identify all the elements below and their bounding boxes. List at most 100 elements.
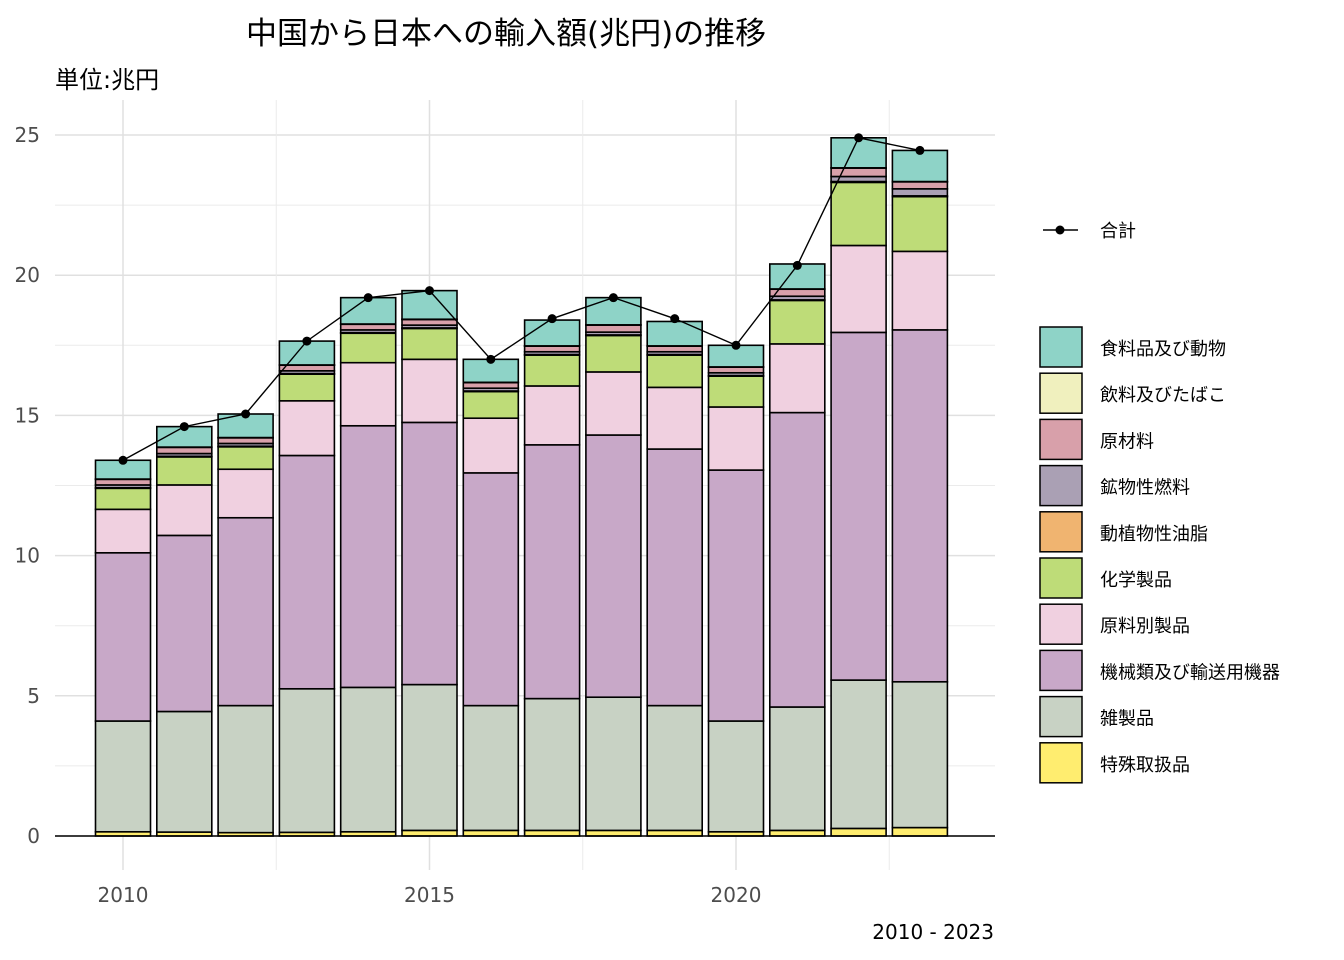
bar-segment <box>401 358 458 424</box>
x-tick-label: 2015 <box>404 883 455 907</box>
bar-segment <box>585 434 642 699</box>
bar-segment <box>278 400 336 457</box>
legend-label: 食料品及び動物 <box>1100 339 1226 360</box>
bar-segment <box>585 371 642 436</box>
total-point <box>792 260 802 270</box>
bar-segment <box>646 704 704 832</box>
y-tick-label: 5 <box>27 684 40 708</box>
bar-segment <box>523 345 581 353</box>
bar-segment <box>339 361 397 427</box>
bar-segment <box>768 411 826 708</box>
legend-swatch <box>1039 418 1083 461</box>
bar-segment <box>830 679 887 830</box>
total-point <box>302 336 312 346</box>
x-tick-label: 2010 <box>98 883 149 907</box>
total-point <box>425 286 434 296</box>
bar-segment <box>646 354 704 389</box>
legend-swatch <box>1039 372 1083 414</box>
bar-segment <box>94 478 152 486</box>
total-point <box>731 340 741 350</box>
y-tick-label: 15 <box>15 403 40 427</box>
bar-segment <box>217 468 274 519</box>
total-point <box>486 354 496 364</box>
chart-caption: 2010 - 2023 <box>872 920 994 944</box>
bar-segment <box>278 454 336 690</box>
total-point <box>915 145 925 155</box>
total-point <box>363 293 373 303</box>
total-line <box>122 137 921 461</box>
y-tick-label: 0 <box>27 824 40 848</box>
bar-segment <box>707 469 765 722</box>
legend-swatch <box>1039 464 1083 507</box>
legend-label: 特殊取扱品 <box>1100 755 1190 776</box>
bar-segment <box>585 829 642 837</box>
bar-segment <box>94 551 152 722</box>
bar-segment <box>830 167 887 178</box>
total-point <box>608 293 618 303</box>
bar-segment <box>891 149 949 183</box>
bar-segment <box>891 181 949 190</box>
bar-segment <box>339 686 397 833</box>
bar-segment <box>646 320 704 347</box>
bar-segment <box>891 329 949 683</box>
bar-segment <box>401 289 458 321</box>
bar-segment <box>94 720 152 833</box>
bar-segment <box>401 327 458 361</box>
bar-segment <box>523 385 581 446</box>
legend-swatch <box>1039 511 1083 553</box>
bar-segment <box>462 704 520 832</box>
bar-segment <box>768 706 826 832</box>
legend-label: 原材料 <box>1100 431 1154 452</box>
bar-segment <box>585 696 642 832</box>
bar-segment <box>94 508 152 554</box>
bar-segment <box>830 827 887 837</box>
legend-swatch <box>1039 695 1083 738</box>
bar-segment <box>646 448 704 707</box>
bar-segment <box>156 446 213 455</box>
bar-segment <box>646 829 704 837</box>
bar-segment <box>156 710 213 833</box>
y-tick-label: 25 <box>15 123 40 147</box>
bar-segment <box>217 704 274 834</box>
legend-total-label: 合計 <box>1100 221 1136 242</box>
legend-label: 飲料及びたばこ <box>1100 385 1226 406</box>
bar-segment <box>401 421 458 686</box>
y-tick-label: 20 <box>15 263 40 287</box>
bar-segment <box>891 188 949 197</box>
bar-segment <box>523 697 581 832</box>
bar-segment <box>278 373 336 402</box>
legend-swatch <box>1039 649 1083 692</box>
bar-segment <box>585 334 642 373</box>
total-point <box>241 409 251 419</box>
bar-segment <box>462 381 520 390</box>
legend-swatch <box>1039 742 1083 784</box>
bar-segment <box>707 406 765 471</box>
bar-segment <box>707 720 765 833</box>
bar-segment <box>707 366 765 374</box>
bar-segment <box>401 318 458 326</box>
bar-segment <box>585 296 642 326</box>
bar-segment <box>891 680 949 829</box>
chart-title: 中国から日本への輸入額(兆円)の推移 <box>246 16 767 52</box>
bar-segment <box>768 299 826 345</box>
legend-label: 雑製品 <box>1100 709 1154 730</box>
legend-swatch <box>1039 557 1083 599</box>
bar-segment <box>891 250 949 331</box>
bar-segment <box>401 829 458 837</box>
bar-segment <box>156 534 213 713</box>
y-tick-label: 10 <box>15 544 40 568</box>
bar-segment <box>94 487 152 511</box>
total-point <box>670 314 680 324</box>
bar-segment <box>462 417 520 474</box>
total-point <box>179 422 189 432</box>
bar-segment <box>768 829 826 837</box>
bar-segment <box>156 456 213 486</box>
bar-segment <box>891 826 949 837</box>
bar-segment <box>278 364 336 372</box>
legend-label: 機械類及び輸送用機器 <box>1100 662 1280 683</box>
bar-segment <box>830 244 887 334</box>
bar-segment <box>339 424 397 689</box>
bar-segment <box>462 829 520 837</box>
bar-segment <box>217 446 274 471</box>
